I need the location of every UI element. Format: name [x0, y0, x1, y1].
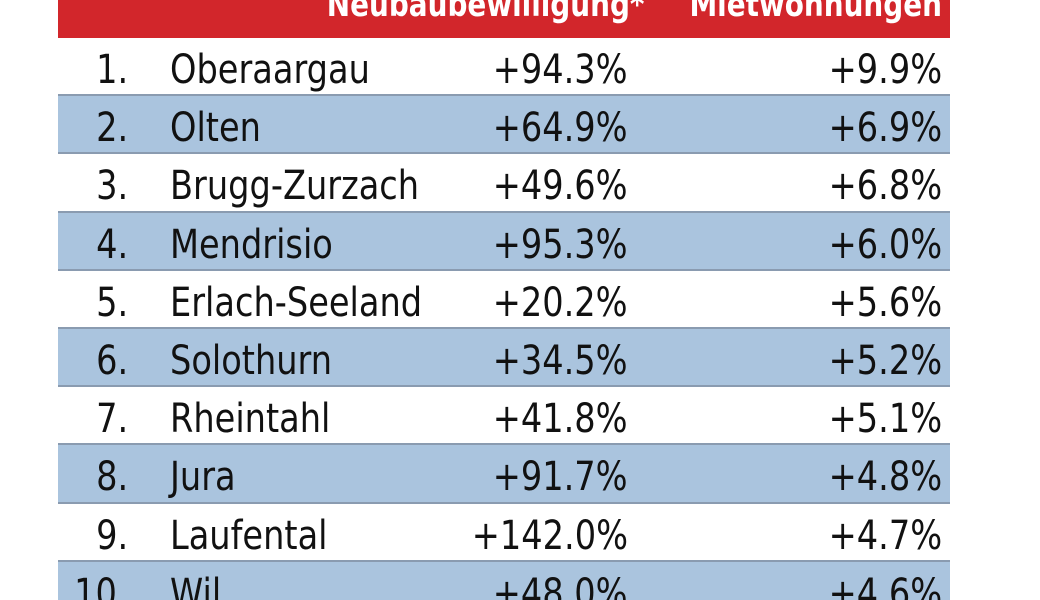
region-cell: Oberaargau [170, 47, 370, 93]
table-row: 6. Solothurn +34.5% +5.2% [58, 329, 950, 388]
neubaubewilligung-cell: +48.0% [493, 570, 628, 600]
neubaubewilligung-cell: +20.2% [493, 279, 628, 326]
mietwohnungen-cell: +6.0% [828, 221, 942, 268]
region-cell: Wil [170, 570, 222, 600]
rank-cell: 4. [95, 221, 128, 268]
rank-cell: 6. [95, 338, 128, 384]
table-row: 8. Jura +91.7% +4.8% [58, 445, 950, 504]
neubaubewilligung-cell: +94.3% [493, 47, 628, 93]
region-cell: Mendrisio [170, 221, 333, 268]
region-cell: Solothurn [170, 338, 333, 384]
neubaubewilligung-cell: +41.8% [493, 396, 628, 443]
mietwohnungen-cell: +9.9% [828, 47, 942, 93]
header-mietwohnungen: Mietwohnungen [689, 0, 942, 25]
rank-cell: 8. [95, 454, 128, 501]
region-cell: Rheintahl [170, 396, 331, 443]
table-row: 7. Rheintahl +41.8% +5.1% [58, 387, 950, 446]
rank-cell: 9. [95, 512, 128, 559]
neubaubewilligung-cell: +95.3% [493, 221, 628, 268]
rank-cell: 10. [74, 570, 128, 600]
rank-cell: 2. [95, 105, 128, 152]
region-cell: Laufental [170, 512, 328, 559]
region-cell: Brugg-Zurzach [170, 163, 420, 210]
table-row: 9. Laufental +142.0% +4.7% [58, 503, 950, 562]
rank-cell: 7. [95, 396, 128, 443]
mietwohnungen-cell: +5.6% [828, 279, 942, 326]
table-row: 3. Brugg-Zurzach +49.6% +6.8% [58, 154, 950, 213]
neubaubewilligung-cell: +34.5% [493, 338, 628, 384]
neubaubewilligung-cell: +64.9% [493, 105, 628, 152]
rank-cell: 3. [95, 163, 128, 210]
table-row: 10. Wil +48.0% +4.6% [58, 561, 950, 600]
table-row: 5. Erlach-Seeland +20.2% +5.6% [58, 270, 950, 329]
table-row: 1. Oberaargau +94.3% +9.9% [58, 38, 950, 97]
neubaubewilligung-cell: +49.6% [493, 163, 628, 210]
table-row: 2. Olten +64.9% +6.9% [58, 96, 950, 155]
mietwohnungen-cell: +5.2% [828, 338, 942, 384]
mietwohnungen-cell: +4.6% [828, 570, 942, 600]
rank-cell: 5. [95, 279, 128, 326]
region-cell: Erlach-Seeland [170, 279, 423, 326]
mietwohnungen-cell: +4.8% [828, 454, 942, 501]
mietwohnungen-cell: +6.9% [828, 105, 942, 152]
mietwohnungen-cell: +5.1% [828, 396, 942, 443]
table-row: 4. Mendrisio +95.3% +6.0% [58, 212, 950, 271]
neubaubewilligung-cell: +142.0% [471, 512, 628, 559]
ranking-table: Neubaubewilligung* Mietwohnungen 1. Obera… [58, 0, 950, 600]
mietwohnungen-cell: +6.8% [828, 163, 942, 210]
header-neubaubewilligung: Neubaubewilligung* [326, 0, 644, 25]
table-header: Neubaubewilligung* Mietwohnungen [58, 0, 950, 38]
neubaubewilligung-cell: +91.7% [493, 454, 628, 501]
region-cell: Olten [170, 105, 261, 152]
region-cell: Jura [170, 454, 236, 501]
mietwohnungen-cell: +4.7% [828, 512, 942, 559]
rank-cell: 1. [95, 47, 128, 93]
